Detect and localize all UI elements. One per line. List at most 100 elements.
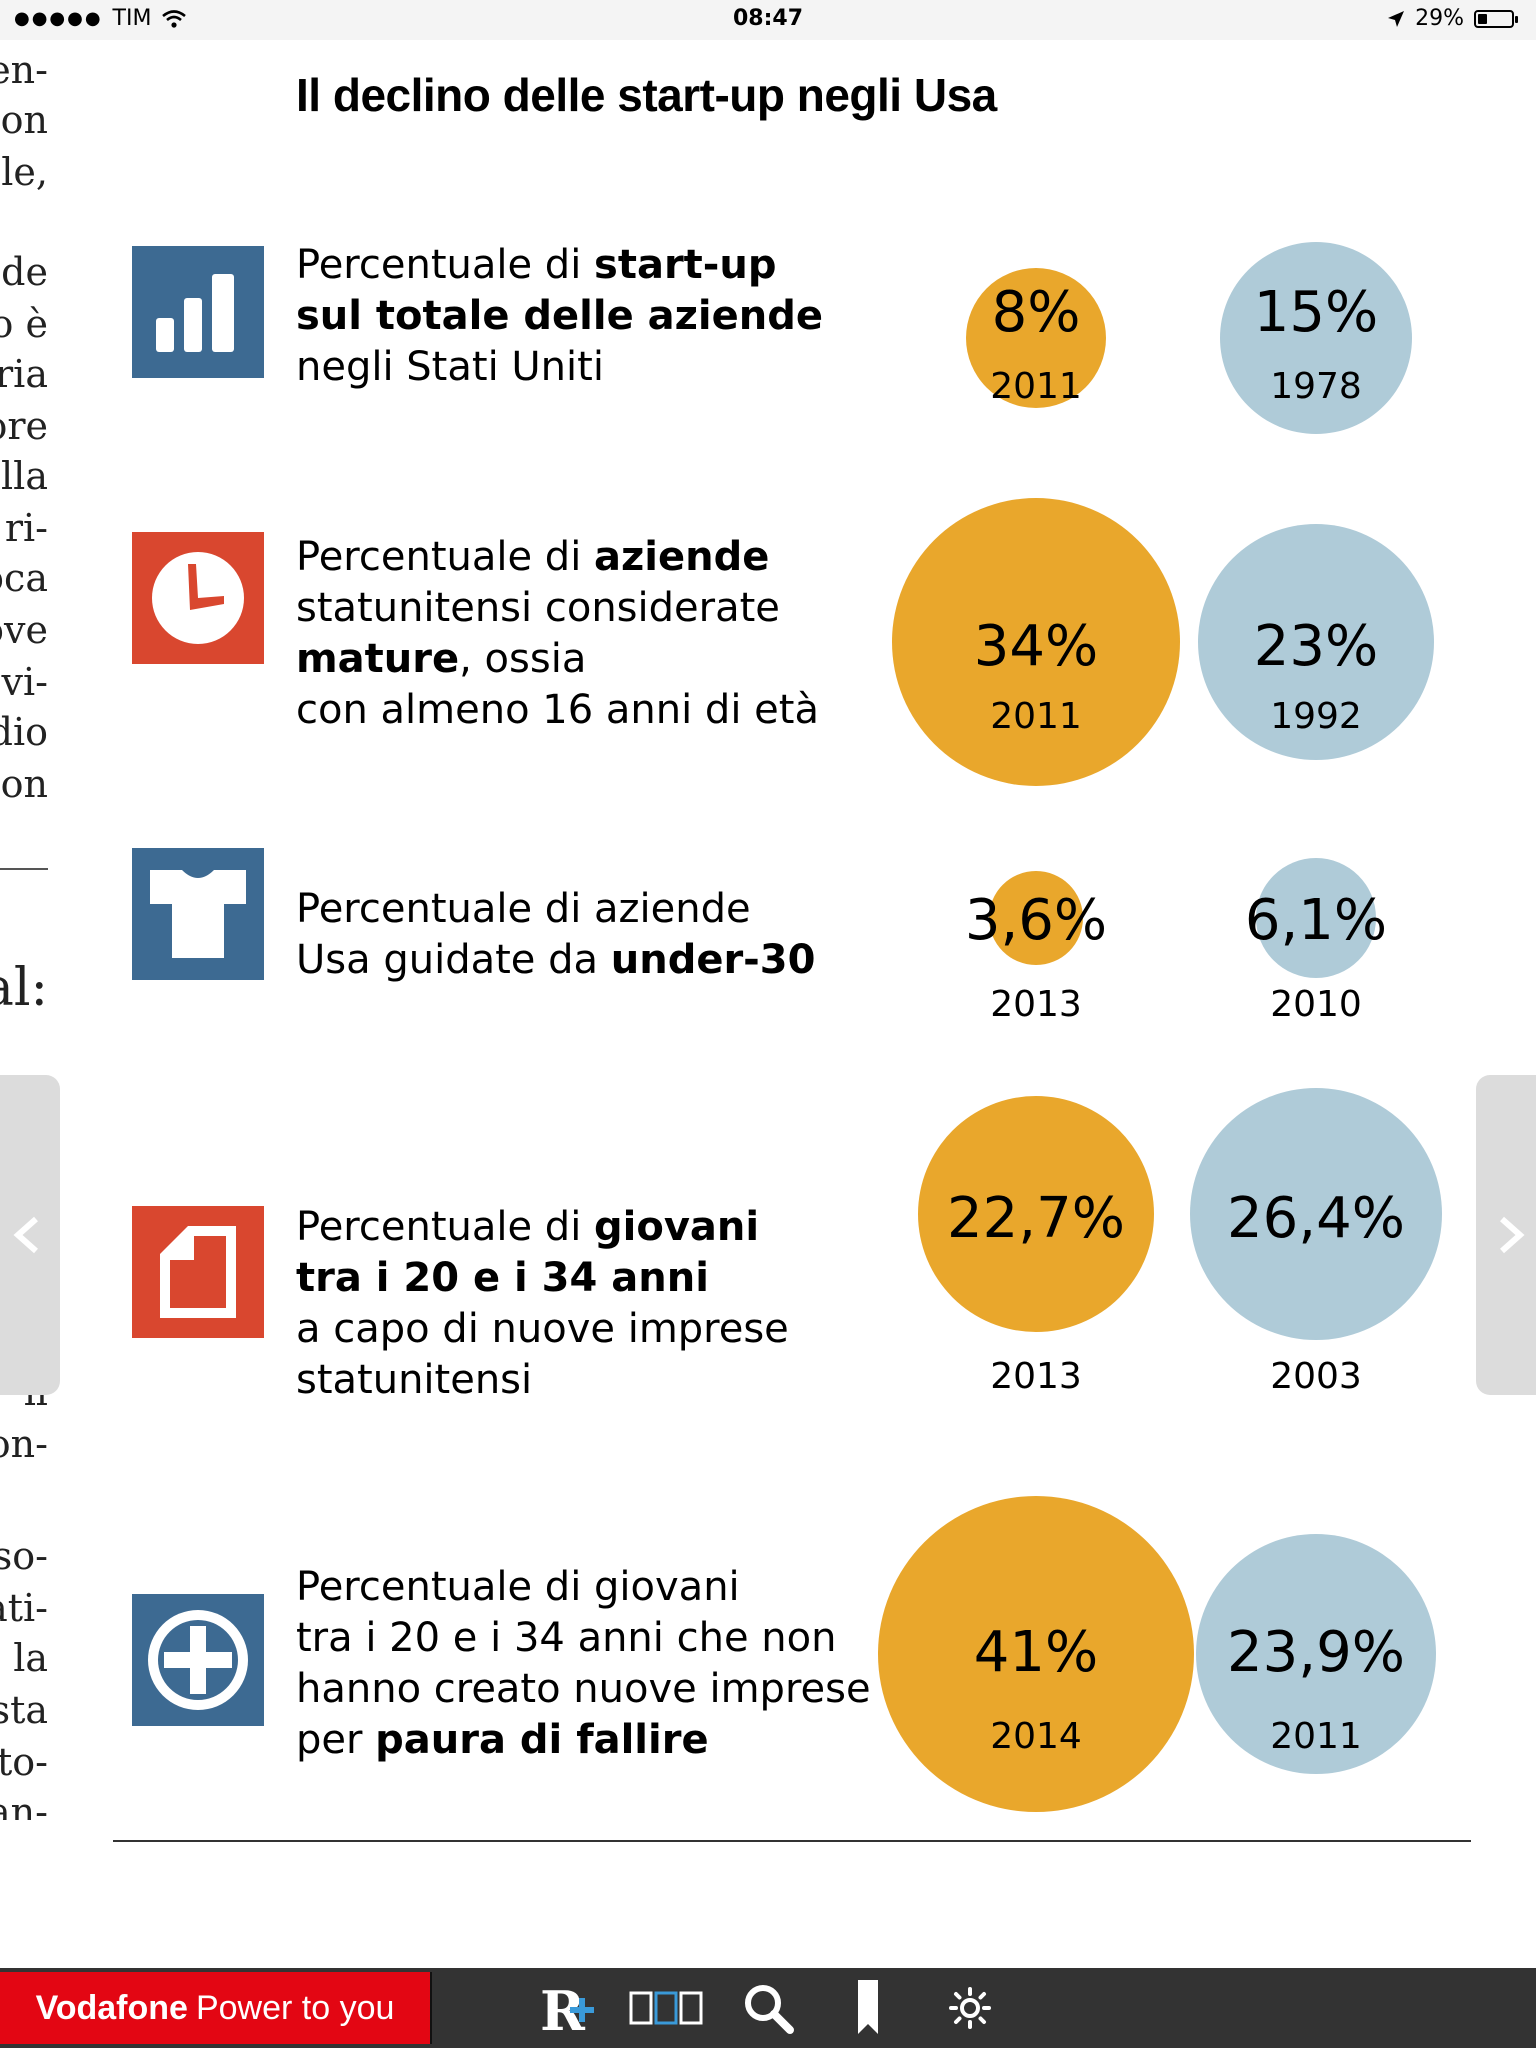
description-bold-text: start-up [594,242,777,288]
wifi-icon [162,9,187,28]
article-text-fragment: ove [0,608,48,652]
battery-percent: 29% [1415,6,1464,31]
bubble-value: 6,1% [1244,888,1388,953]
description-text: per [296,1717,376,1763]
article-text-fragment: o è [0,302,48,346]
status-time: 08:47 [732,6,804,31]
bubble-year: 2011 [990,696,1082,737]
recent-value-bubble [892,498,1180,786]
description-line: con almeno 16 anni di età [296,685,819,736]
recent-value-bubble [989,871,1083,965]
description-line: sul totale delle aziende [296,291,823,342]
bubble-value: 34% [973,614,1099,679]
bubble-year: 2014 [990,1716,1082,1757]
article-text-fragment: en- [0,48,48,92]
description-text: con almeno 16 anni di età [296,687,819,733]
bookmark-button[interactable] [850,1978,886,2038]
bubble-year: 2003 [1270,1356,1362,1397]
bubble-value: 26,4% [1227,1186,1405,1251]
past-value-bubble [1256,858,1376,978]
description-bold-text: giovani [594,1204,760,1250]
status-bar: ●●●●● TIM 08:47 29% [0,0,1536,40]
article-subheading-fragment: al: [0,958,48,1018]
tshirt-icon [132,848,264,980]
article-text-fragment: vi- [1,660,48,704]
description-bold-text: sul totale delle aziende [296,293,823,339]
status-right: 29% [1387,6,1518,31]
recent-value-bubble [918,1096,1154,1332]
description-text: negli Stati Uniti [296,344,604,390]
description-text: a capo di nuove imprese [296,1306,789,1352]
search-button[interactable] [738,1978,798,2038]
chevron-right-icon [1500,1216,1525,1254]
description-text: Percentuale di [296,534,595,580]
article-text-fragment: ore [0,404,48,448]
bottom-divider [113,1840,1471,1842]
article-text-fragment: ati- [0,1586,48,1630]
past-value-bubble [1220,242,1412,434]
pages-icon [629,1991,703,2025]
bubble-year: 1978 [1270,366,1362,407]
ad-brand: Vodafone [35,1988,188,2027]
pages-button[interactable] [628,1978,704,2038]
settings-button[interactable] [942,1978,998,2038]
row-description: Percentuale di aziende Usa guidate da und… [296,884,815,986]
bubble-year: 1992 [1270,696,1362,737]
row-description: Percentuale di giovani tra i 20 e i 34 an… [296,1562,871,1766]
settings-icon [949,1987,991,2029]
description-line: Percentuale di aziende [296,532,819,583]
article-divider [0,868,48,870]
row-description: Percentuale di giovani tra i 20 e i 34 an… [296,1202,789,1406]
description-bold-text: mature [296,636,460,682]
row-description: Percentuale di start-up sul totale delle … [296,240,823,393]
description-line: statunitensi [296,1355,789,1406]
description-text: , ossia [459,636,587,682]
description-line: Percentuale di aziende [296,884,815,935]
description-text: tra i 20 e i 34 anni che non [296,1615,837,1661]
article-text-fragment: on [0,98,48,142]
carrier-label: TIM [112,6,152,31]
description-text: Percentuale di giovani [296,1564,740,1610]
description-text: Percentuale di [296,242,595,288]
description-text: Percentuale di [296,1204,595,1250]
article-text-fragment: on [0,762,48,806]
battery-icon [1474,9,1518,28]
article-text-fragment: sta [0,1688,48,1732]
article-text-fragment: oca [0,556,48,600]
bubble-year: 2013 [990,984,1082,1025]
recent-value-bubble [878,1496,1194,1812]
description-bold-text: tra i 20 e i 34 anni [296,1255,709,1301]
article-text-fragment: on- [0,1422,48,1466]
description-line: a capo di nuove imprese [296,1304,789,1355]
description-line: negli Stati Uniti [296,342,823,393]
bubble-year: 2013 [990,1356,1082,1397]
description-text: statunitensi considerate [296,585,780,631]
bubble-value: 23,9% [1227,1620,1405,1685]
description-line: tra i 20 e i 34 anni che non [296,1613,871,1664]
description-line: Usa guidate da under-30 [296,935,815,986]
bubble-value: 23% [1253,614,1379,679]
description-line: Percentuale di start-up [296,240,823,291]
description-line: statunitensi considerate [296,583,819,634]
chevron-left-icon [13,1216,38,1254]
description-line: mature, ossia [296,634,819,685]
description-text: statunitensi [296,1357,533,1403]
description-text: hanno creato nuove imprese [296,1666,871,1712]
past-value-bubble [1198,524,1434,760]
bubble-year: 2011 [990,366,1082,407]
bubble-value: 3,6% [964,888,1108,953]
next-page-button[interactable] [1476,1075,1536,1395]
article-text-fragment: o la [0,1636,48,1680]
description-line: hanno creato nuove imprese [296,1664,871,1715]
previous-page-button[interactable] [0,1075,60,1395]
article-text-fragment: ria [0,352,48,396]
bar-chart-icon [132,246,264,378]
bubble-year: 2011 [1270,1716,1362,1757]
vodafone-ad-banner[interactable]: Vodafone Power to you [0,1972,432,2044]
infographic-title: Il declino delle start-up negli Usa [296,69,997,121]
bubble-value: 8% [991,280,1081,345]
search-icon [745,1985,794,2034]
article-text-fragment: ri- [4,506,48,550]
repubblica-plus-button[interactable]: R [535,1978,605,2038]
description-line: per paura di fallire [296,1715,871,1766]
